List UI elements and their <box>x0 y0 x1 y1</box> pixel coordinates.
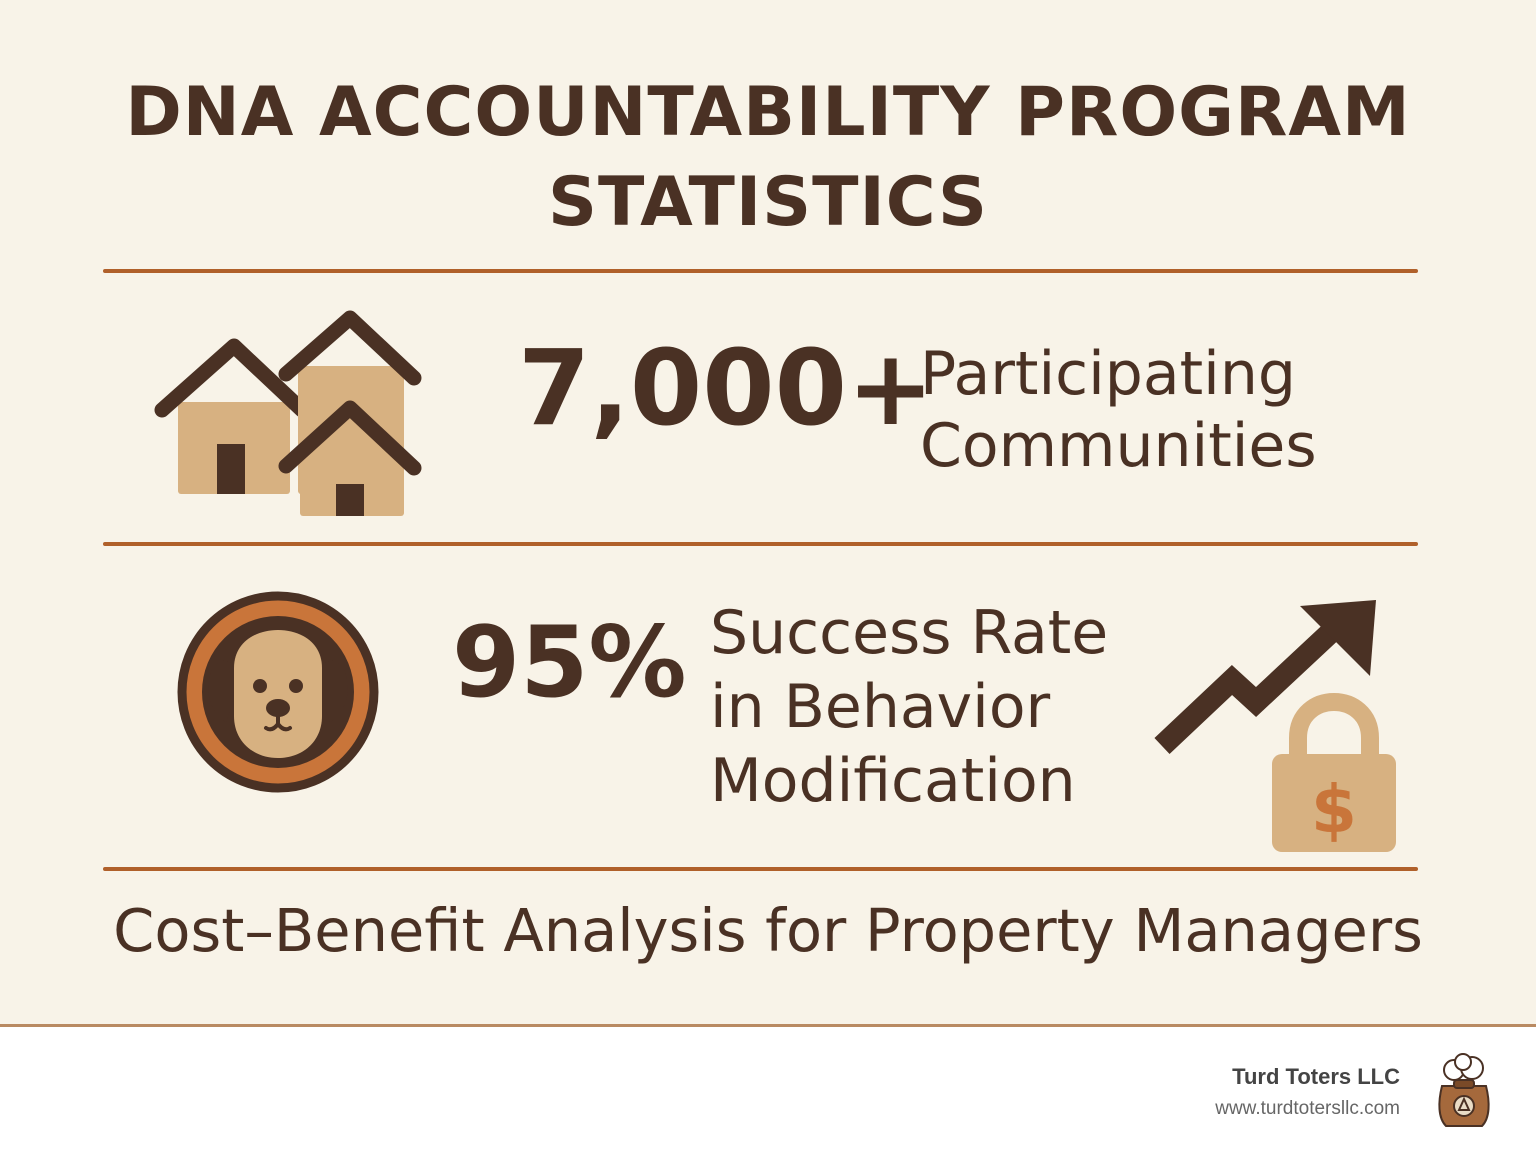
stat-success-label-line-3: Modification <box>710 746 1076 816</box>
footer-divider <box>0 1024 1536 1027</box>
title-line-2: STATISTICS <box>548 163 988 242</box>
divider-bottom <box>103 867 1418 871</box>
page-title: DNA ACCOUNTABILITY PROGRAM STATISTICS <box>0 68 1536 248</box>
brand-url[interactable]: www.turdtotersllc.com <box>1215 1098 1400 1119</box>
stat-success-label: Success Rate in Behavior Modification <box>710 596 1108 818</box>
trend-up-arrow-icon <box>1154 600 1376 755</box>
infographic-panel: DNA ACCOUNTABILITY PROGRAM STATISTICS 7,… <box>0 0 1536 1024</box>
houses-icon <box>154 310 422 516</box>
divider-top <box>103 269 1418 273</box>
brand-name: Turd Toters LLC <box>1232 1064 1400 1089</box>
stat-success-number: 95% <box>452 606 687 720</box>
dog-face-icon <box>177 591 379 793</box>
stat-success-label-line-2: in Behavior <box>710 672 1051 742</box>
divider-middle <box>103 542 1418 546</box>
stat-success-label-line-1: Success Rate <box>710 598 1109 668</box>
stat-communities-label-line-1: Participating <box>920 339 1296 409</box>
dollar-lock-icon: $ <box>1272 692 1396 852</box>
waste-bag-logo-icon <box>1438 1053 1490 1127</box>
stat-communities-number: 7,000+ <box>518 327 935 449</box>
title-line-1: DNA ACCOUNTABILITY PROGRAM <box>125 73 1411 152</box>
stat-communities-label-line-2: Communities <box>920 411 1317 481</box>
cost-benefit-subtitle: Cost–Benefit Analysis for Property Manag… <box>113 896 1423 965</box>
lock-dollar-symbol: $ <box>1311 771 1357 848</box>
stat-communities-label: Participating Communities <box>920 338 1317 482</box>
